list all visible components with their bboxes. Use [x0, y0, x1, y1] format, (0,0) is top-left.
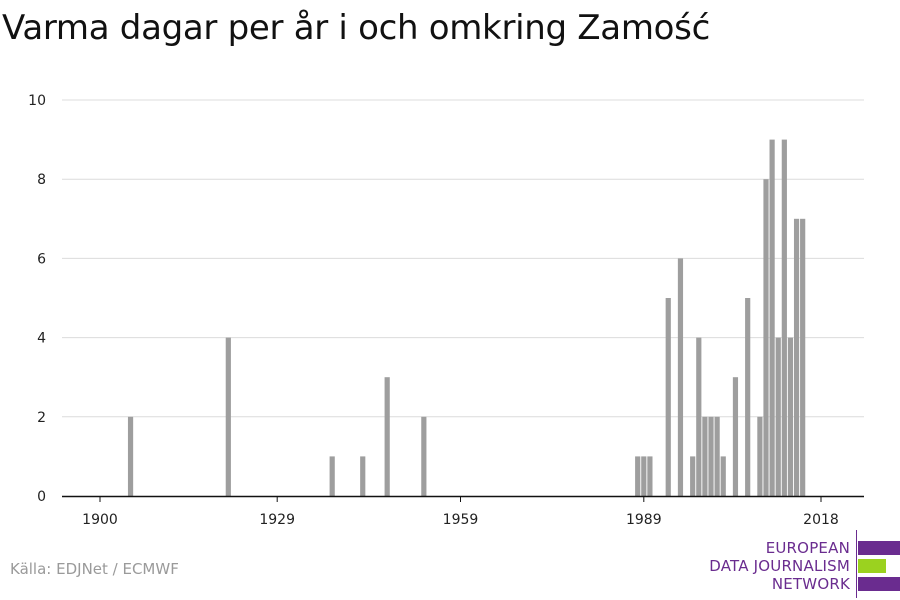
y-tick-label: 8: [37, 172, 46, 188]
x-tick-label: 2018: [803, 512, 839, 528]
bar: [641, 456, 647, 496]
bar: [720, 456, 726, 496]
logo-bar-purple-bottom: [858, 577, 900, 591]
bar: [787, 337, 794, 496]
bar: [127, 416, 134, 496]
logo-bar-purple-top: [858, 541, 900, 555]
bar: [665, 298, 671, 496]
bar: [708, 416, 714, 496]
x-tick-label: 1929: [259, 512, 295, 528]
bar: [732, 377, 739, 496]
x-tick-label: 1959: [443, 512, 479, 528]
logo-line-1: EUROPEAN: [765, 539, 850, 557]
y-tick-label: 4: [37, 331, 46, 347]
bar: [702, 416, 708, 496]
bar: [769, 139, 775, 496]
y-tick-label: 6: [37, 251, 46, 267]
edjnet-logo: EUROPEAN DATA JOURNALISM NETWORK: [700, 528, 900, 598]
bar: [647, 456, 653, 496]
source-credit: Källa: EDJNet / ECMWF: [10, 560, 179, 578]
bar: [225, 337, 231, 496]
bar: [800, 218, 806, 497]
logo-bar-green: [858, 559, 886, 573]
bar: [329, 456, 335, 496]
logo-divider: [856, 530, 857, 598]
bar: [360, 456, 366, 496]
y-tick-label: 10: [28, 93, 46, 109]
bar: [745, 298, 751, 496]
bar: [421, 416, 427, 496]
bar: [690, 456, 696, 496]
logo-line-3: NETWORK: [771, 575, 850, 593]
chart-title: Varma dagar per år i och omkring Zamość: [2, 8, 710, 48]
bar: [635, 456, 641, 496]
bar: [763, 179, 769, 496]
x-tick-label: 1900: [82, 512, 118, 528]
bar: [714, 416, 720, 496]
bar: [384, 377, 390, 496]
grid-lines: [62, 99, 864, 418]
y-tick-labels: 0 2 4 6 8 10: [28, 93, 46, 505]
y-tick-label: 2: [37, 410, 46, 426]
x-tick-labels: 1900 1929 1959 1989 2018: [82, 496, 839, 528]
bar: [775, 337, 781, 496]
logo-line-2: DATA JOURNALISM: [709, 557, 850, 575]
bar: [793, 218, 800, 497]
bar: [696, 337, 702, 496]
y-tick-label: 0: [37, 489, 46, 505]
bar: [757, 416, 763, 496]
bars: [127, 139, 806, 497]
x-tick-label: 1989: [626, 512, 662, 528]
bar: [677, 258, 684, 496]
bar: [781, 139, 787, 496]
